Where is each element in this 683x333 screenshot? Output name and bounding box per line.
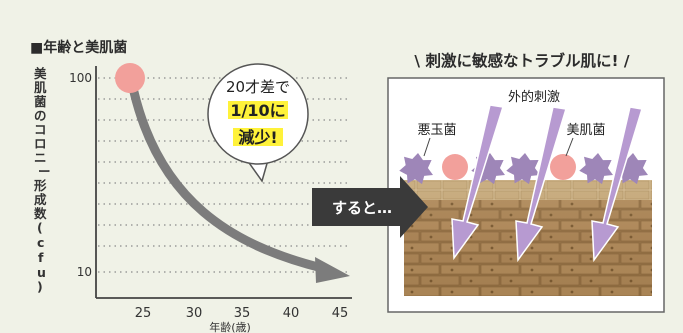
callout-tail-cover: [248, 157, 267, 161]
y-axis-label-char: 美: [34, 66, 47, 81]
y-axis-label-char: u: [37, 265, 46, 280]
good-bacteria-icon: [550, 154, 576, 180]
bad-bacteria-icon: [506, 153, 540, 185]
chart-title: ■年齢と美肌菌: [30, 39, 127, 56]
y-axis-label-char: 菌: [34, 94, 47, 109]
y-axis-label-char: ニ: [34, 150, 47, 165]
y-tick-label: 10: [77, 265, 92, 279]
bad-bacteria-icon: [399, 153, 433, 185]
y-axis-label: 美 肌 菌 の コ ロ ニ ー 形 成 数 ( c f u ): [33, 66, 55, 294]
y-axis-label-char: 形: [34, 178, 47, 193]
y-axis-label-char: コ: [34, 122, 47, 137]
good-bacteria-icon: [442, 154, 468, 180]
label-pointer-line: [423, 137, 431, 157]
stimulus-arrow: [591, 106, 643, 263]
callout-line-2: 1/10に: [230, 101, 285, 120]
arrow-banner-label: すると…: [332, 199, 392, 217]
highlight-marker: [233, 128, 283, 146]
callout: 20才差で 1/10に 減少!: [207, 63, 309, 183]
start-point-marker: [115, 63, 145, 93]
y-axis-label-char: 肌: [33, 80, 47, 95]
skin-panel-heading: \ 刺激に敏感なトラブル肌に! /: [414, 51, 630, 70]
label-pointer-line: [565, 137, 574, 157]
stimulus-arrow: [451, 104, 504, 261]
label-external-stimulus: 外的刺激: [508, 89, 560, 105]
x-tick-label: 45: [332, 306, 349, 321]
y-axis-label-char: ー: [38, 164, 51, 179]
curve-arrowhead: [315, 257, 350, 283]
x-tick-label: 40: [283, 306, 300, 321]
y-axis-label-char: ロ: [34, 136, 47, 151]
x-axis-label: 年齢(歳): [209, 320, 251, 333]
stimulus-arrows: [451, 104, 643, 263]
label-bad-bacteria: 悪玉菌: [417, 123, 456, 138]
skin-panel: \ 刺激に敏感なトラブル肌に! / 外的刺激 悪玉菌 美肌菌: [387, 51, 665, 313]
stimulus-arrow: [515, 106, 567, 263]
y-axis-label-char: (: [37, 220, 43, 235]
y-tick-label: 100: [69, 71, 92, 85]
callout-line-1: 20才差で: [226, 78, 290, 96]
callout-line-3: 減少!: [238, 128, 277, 147]
y-axis-label-char: ): [37, 279, 43, 294]
y-axis-label-char: c: [37, 235, 44, 250]
arrow-banner-shape: [312, 176, 428, 238]
label-good-bacteria: 美肌菌: [566, 123, 605, 138]
y-axis-label-char: f: [38, 250, 44, 265]
highlight-marker: [228, 101, 288, 119]
y-axis-label-char: 数: [33, 206, 47, 221]
y-axis-label-char: 成: [34, 192, 47, 207]
x-tick-label: 35: [234, 306, 251, 321]
x-tick-label: 25: [135, 306, 152, 321]
y-axis-label-char: の: [34, 108, 47, 123]
x-tick-label: 30: [186, 306, 203, 321]
bad-bacteria-icon: [579, 153, 613, 185]
chart: ■年齢と美肌菌 美 肌 菌 の コ ロ ニ ー 形 成 数 ( c f u ): [30, 39, 352, 333]
decline-curve: [129, 87, 327, 273]
arrow-banner: すると…: [312, 176, 428, 238]
